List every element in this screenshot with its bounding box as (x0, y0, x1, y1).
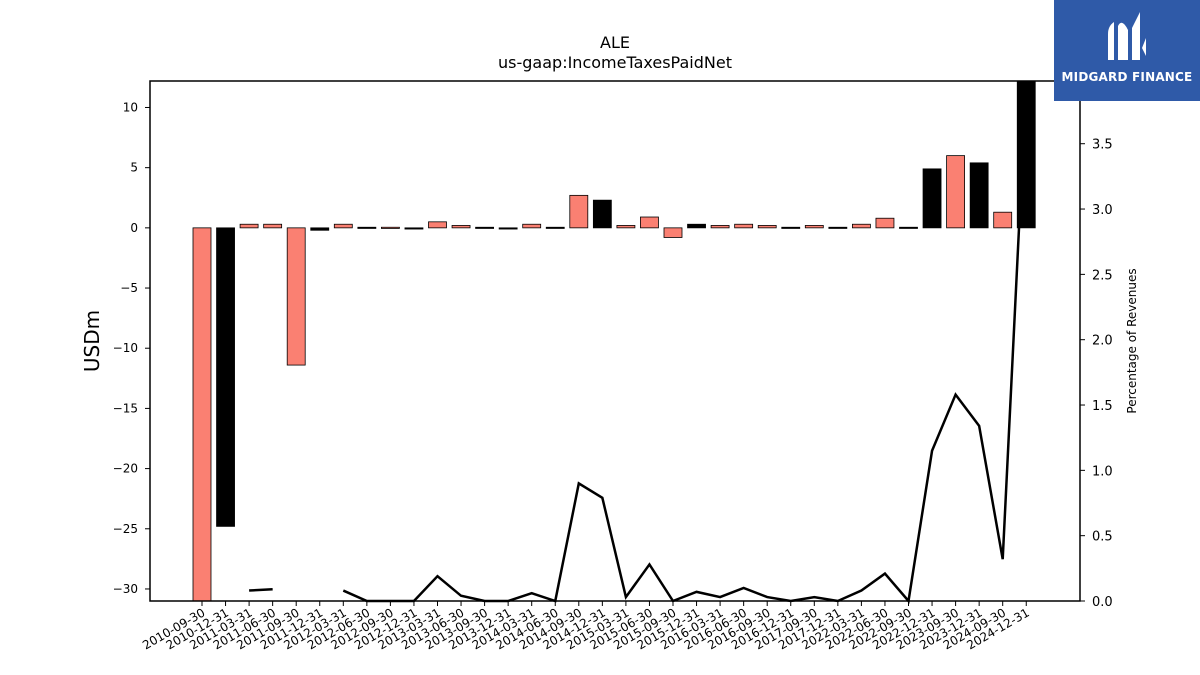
y2-tick-label: 3.0 (1092, 203, 1113, 218)
bar (804, 225, 824, 229)
bar (663, 227, 683, 238)
bar (357, 226, 377, 229)
bar (781, 226, 801, 229)
plot-frame (149, 80, 1081, 602)
y-tick-label: 5 (130, 161, 138, 175)
bar (710, 225, 730, 229)
y-tick-label: −15 (113, 401, 138, 415)
bar (569, 194, 589, 229)
y-tick-label: −30 (113, 582, 138, 596)
y2-tick-label: 2.0 (1092, 334, 1113, 349)
bar (216, 227, 235, 527)
percentage-line (342, 80, 1028, 604)
y2-tick-label: 3.5 (1092, 138, 1113, 153)
bar (969, 162, 989, 229)
bar (899, 226, 918, 229)
bar (380, 226, 400, 229)
line-group (249, 80, 1028, 604)
y2-axis-label: Percentage of Revenues (1125, 268, 1139, 413)
x-axis: 2010-09-302010-12-312011-03-312011-06-30… (140, 601, 1032, 652)
bar (498, 227, 518, 230)
bar (687, 223, 706, 229)
bar (428, 221, 447, 229)
y2-tick-label: 1.0 (1092, 464, 1113, 479)
bar (616, 225, 636, 229)
bar (451, 225, 471, 229)
bar (192, 227, 212, 602)
bars-group (192, 80, 1036, 602)
brand-name: MIDGARD FINANCE (1061, 70, 1193, 84)
chart-subtitle: us-gaap:IncomeTaxesPaidNet (498, 53, 732, 72)
bar (852, 223, 871, 229)
y-axis-label: USDm (80, 310, 104, 372)
bar (993, 211, 1013, 229)
bar (828, 226, 848, 229)
bar (734, 223, 754, 229)
bar (922, 168, 942, 229)
y-tick-label: 10 (123, 100, 138, 114)
chart-title: ALE (600, 33, 630, 52)
y2-tick-label: 1.5 (1092, 399, 1113, 414)
brand-mark-icon (1108, 12, 1146, 60)
brand-logo: MIDGARD FINANCE (1054, 0, 1200, 101)
bar (640, 216, 659, 229)
bar (475, 226, 495, 229)
bar (263, 223, 283, 229)
y-tick-label: −10 (113, 341, 138, 355)
percentage-line (249, 587, 273, 592)
bar (592, 199, 612, 229)
left-axis: 10 5 0 −5 −10 −15 −20 −25 −30 (113, 100, 150, 596)
y2-tick-label: 2.5 (1092, 268, 1113, 283)
y-tick-label: −5 (120, 281, 138, 295)
right-axis: 0.0 0.5 1.0 1.5 2.0 2.5 3.0 3.5 (1080, 138, 1113, 610)
y-tick-label: −20 (113, 462, 138, 476)
bar (757, 225, 777, 229)
y-tick-label: −25 (113, 522, 138, 536)
bar (239, 223, 259, 229)
bar (404, 227, 424, 230)
bar (286, 227, 306, 366)
y-tick-label: 0 (130, 221, 138, 235)
bar (545, 226, 565, 229)
bar (946, 155, 965, 229)
bar (522, 223, 542, 229)
bar (310, 227, 330, 231)
bar (333, 223, 353, 229)
y2-tick-label: 0.0 (1092, 595, 1113, 610)
y2-tick-label: 0.5 (1092, 530, 1113, 545)
bar (875, 217, 895, 229)
